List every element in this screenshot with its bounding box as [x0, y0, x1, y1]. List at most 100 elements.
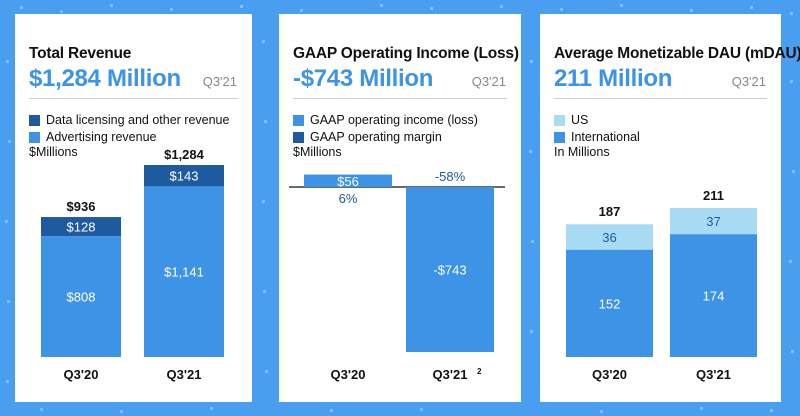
panel-divider [29, 98, 238, 99]
legend-label: Data licensing and other revenue [46, 113, 230, 127]
operating-income-panel: GAAP Operating Income (Loss) -$743 Milli… [279, 14, 521, 402]
panel-divider [554, 98, 767, 99]
panel-period: Q3'21 [731, 74, 766, 89]
panel-title: GAAP Operating Income (Loss) [293, 45, 519, 62]
bar-operating-income [304, 174, 392, 187]
background-dot [8, 140, 11, 143]
total-label: $1,284 [164, 147, 205, 162]
category-label: Q3'21 [167, 367, 202, 382]
legend-label: US [571, 113, 589, 127]
category-label: Q3'21 [433, 367, 468, 382]
legend-label: Advertising revenue [46, 130, 157, 144]
data-label-operating-income: -$743 [433, 263, 466, 278]
legend-item-operating-income: GAAP operating income (loss) [293, 111, 478, 129]
background-dot [530, 330, 533, 333]
legend-item-data-licensing: Data licensing and other revenue [29, 111, 229, 129]
bar-us [670, 208, 757, 235]
bar-operating-income [406, 187, 494, 352]
category-label: Q3'21 [696, 367, 731, 382]
bar-data-licensing [144, 165, 224, 187]
background-dot [789, 260, 792, 263]
background-dot [792, 170, 795, 173]
background-dot [600, 410, 603, 413]
bar-data-licensing [41, 217, 121, 237]
panel-headline: -$743 Million [293, 65, 434, 92]
mdau-chart: 152 36 187 Q3'20 174 37 211 Q3'21 [566, 188, 757, 382]
background-dot [430, 7, 433, 10]
legend-swatch [554, 114, 565, 126]
background-dot [690, 9, 693, 12]
background-dot [700, 407, 703, 410]
background-dot [262, 40, 265, 43]
background-dot [560, 8, 563, 11]
total-label: 211 [703, 188, 724, 203]
background-dot [330, 409, 333, 412]
background-dot [529, 150, 532, 153]
data-label-advertising: $808 [67, 290, 96, 305]
background-dot [263, 290, 266, 293]
background-dot [170, 8, 173, 11]
data-label-us: 36 [602, 230, 616, 245]
legend-swatch [293, 131, 304, 143]
total-label: 187 [599, 204, 621, 219]
background-dot [265, 370, 268, 373]
panel-title: Average Monetizable DAU (mDAU) [554, 45, 800, 62]
legend-item-us: US [554, 111, 588, 129]
background-dot [60, 10, 63, 13]
background-dot [5, 220, 8, 223]
data-label-advertising: $1,141 [164, 265, 204, 280]
background-dot [40, 408, 43, 411]
legend-item-advertising: Advertising revenue [29, 128, 156, 146]
background-dot [7, 300, 10, 303]
bar-international [566, 249, 653, 357]
total-label: $936 [67, 199, 96, 214]
category-footnote: 2 [477, 367, 482, 376]
background-dot [791, 350, 794, 353]
background-dot [420, 408, 423, 411]
bar-advertising [144, 186, 224, 357]
legend-swatch [554, 131, 565, 143]
panel-headline: $1,284 Million [29, 65, 181, 92]
panel-headline: 211 Million [554, 65, 673, 92]
legend-item-operating-margin: GAAP operating margin [293, 128, 442, 146]
data-label-data-licensing: $128 [67, 220, 96, 235]
legend-label: GAAP operating margin [310, 130, 442, 144]
legend-label: GAAP operating income (loss) [310, 113, 478, 127]
panel-divider [293, 98, 507, 99]
total-revenue-panel: Total Revenue $1,284 Million Q3'21 Data … [15, 14, 252, 402]
data-label-operating-income: $56 [337, 174, 359, 189]
background-dot [20, 6, 23, 9]
revenue-chart: $808 $128 $936 Q3'20 $1,141 $143 $1,284 Q3'21 [41, 147, 224, 382]
data-label-us: 37 [706, 214, 720, 229]
legend-swatch [29, 131, 40, 143]
background-dot [750, 6, 753, 9]
data-label-international: 174 [703, 289, 725, 304]
background-dot [300, 9, 303, 12]
category-label: Q3'20 [592, 367, 627, 382]
legend-label: International [571, 130, 640, 144]
category-label: Q3'20 [64, 367, 99, 382]
panel-period: Q3'21 [202, 74, 237, 89]
background-dot [380, 4, 383, 7]
panel-period: Q3'21 [471, 74, 506, 89]
background-dot [500, 5, 503, 8]
legend-item-international: International [554, 128, 640, 146]
legend-swatch [293, 114, 304, 126]
background-dot [6, 60, 9, 63]
background-dot [262, 200, 265, 203]
panel-title: Total Revenue [29, 45, 132, 62]
background-dot [770, 409, 773, 412]
background-dot [790, 80, 793, 83]
data-label-international: 152 [599, 296, 621, 311]
category-label: Q3'20 [331, 367, 366, 382]
bar-advertising [41, 236, 121, 357]
units-label: $Millions [293, 145, 342, 159]
background-dot [6, 380, 9, 383]
background-dot [264, 120, 267, 123]
units-label: $Millions [29, 145, 78, 159]
background-dot [620, 4, 623, 7]
bar-us [566, 224, 653, 250]
data-label-operating-margin: -58% [435, 169, 466, 184]
mdau-panel: Average Monetizable DAU (mDAU) 211 Milli… [540, 14, 800, 402]
units-label: In Millions [554, 145, 610, 159]
